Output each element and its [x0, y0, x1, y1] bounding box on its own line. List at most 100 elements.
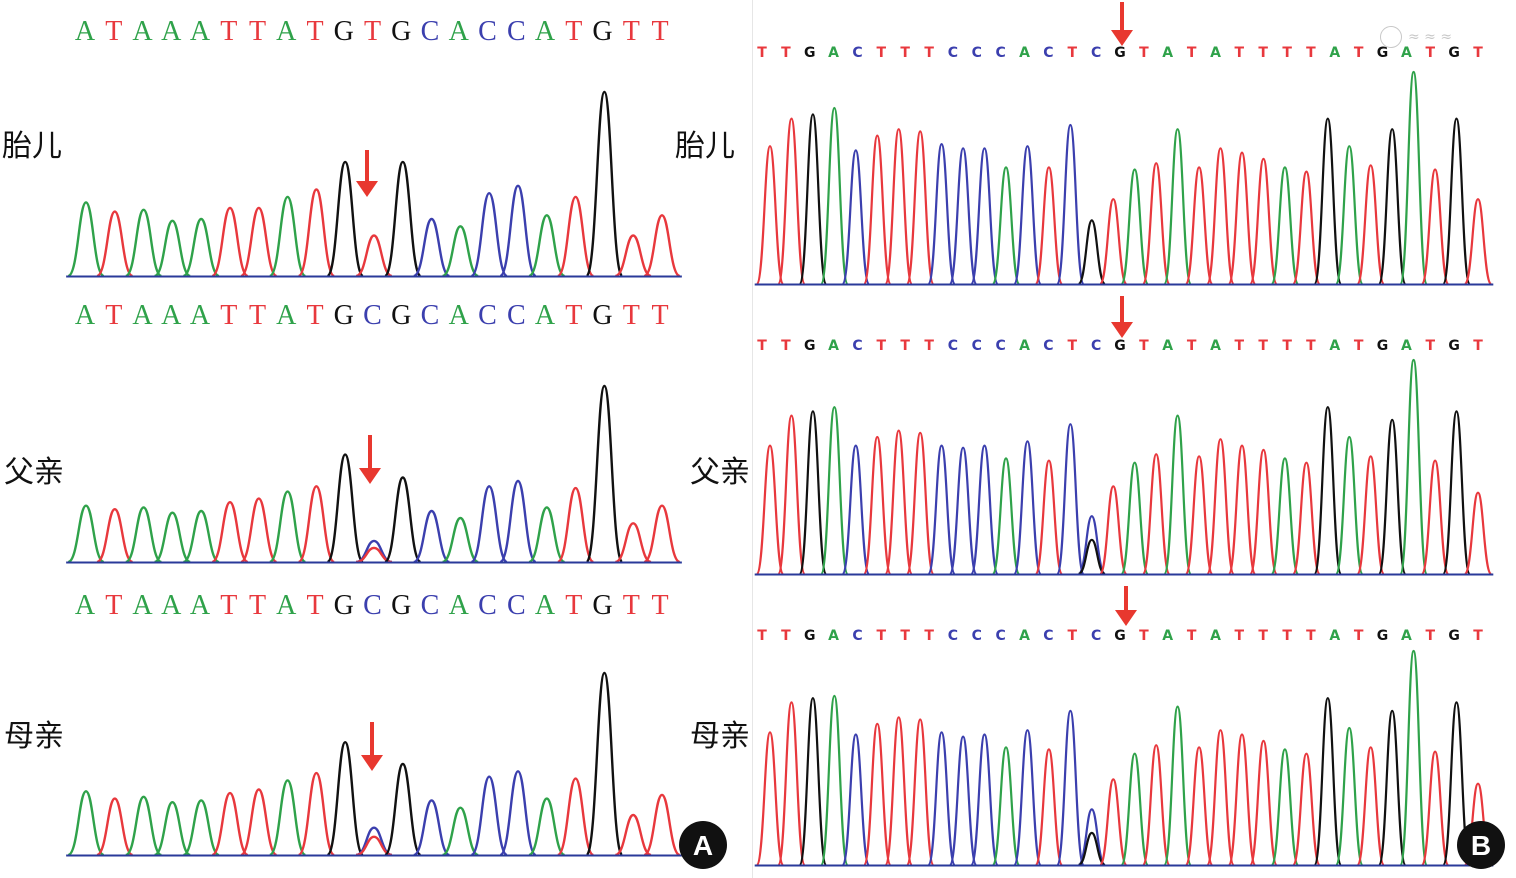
sequence-base: A [1401, 45, 1412, 61]
chromatogram-peak [1120, 752, 1150, 867]
sequence-base: T [1282, 45, 1292, 61]
sequence-base: T [1139, 338, 1149, 354]
sequence-base: G [391, 300, 411, 331]
track-2: 父亲A T A A A T T A T G C G C A C C A T G T T [4, 300, 682, 564]
sequence-base: A [276, 590, 297, 621]
chromatogram-peak [1463, 198, 1493, 286]
chromatogram-secondary-peak [355, 546, 393, 564]
sequence-base: A [1019, 338, 1030, 354]
chromatogram-peak [948, 446, 978, 576]
chromatogram-peak [297, 771, 336, 857]
sequence-base: T [924, 338, 934, 354]
chromatogram-peak [1377, 709, 1407, 867]
variant-arrow-icon [1111, 30, 1133, 46]
sequence-base: C [948, 628, 958, 644]
variant-arrow-icon [1115, 610, 1137, 626]
sequence-base: G [804, 628, 816, 644]
sequence-base: T [1282, 338, 1292, 354]
chromatogram-peak [1227, 733, 1257, 867]
sequence-base: A [1162, 628, 1173, 644]
sequence-base: T [623, 16, 640, 47]
sequence-base: G [804, 45, 816, 61]
sequence-base: A [161, 590, 182, 621]
sequence-base: T [757, 628, 767, 644]
chromatogram-peak [841, 733, 871, 867]
sequence-base: G [592, 16, 612, 47]
sequence-base: A [1019, 628, 1030, 644]
sequence-base: A [75, 590, 96, 621]
chromatogram-peak [798, 410, 828, 576]
sequence-base: T [900, 628, 910, 644]
sequence-base: C [996, 628, 1006, 644]
chromatogram-peak [884, 128, 914, 286]
sequence-base: C [948, 338, 958, 354]
chromatogram-peak [153, 511, 191, 564]
sequence-base: T [1306, 45, 1316, 61]
chromatogram-peak [1292, 752, 1321, 867]
sequence-base: A [1162, 45, 1173, 61]
chromatogram-peak [1077, 219, 1107, 286]
chromatogram-peak [1056, 423, 1085, 576]
chromatogram-peak [269, 490, 307, 564]
chromatogram-peak [1163, 128, 1192, 286]
chromatogram-peak [1098, 198, 1128, 286]
panel-badge: A [679, 821, 727, 869]
sequence-base: A [828, 338, 839, 354]
sequence-base: T [924, 628, 934, 644]
sequence-base: T [1068, 338, 1078, 354]
sequence-base: T [249, 590, 266, 621]
chromatogram-peak [556, 777, 595, 857]
chromatogram-peak [1034, 166, 1064, 286]
sequence-base: C [421, 300, 440, 331]
sequence-base: T [877, 338, 887, 354]
chromatogram-peak [1120, 168, 1150, 286]
sequence-base: T [1258, 45, 1268, 61]
sequence-base: G [334, 590, 354, 621]
chromatogram-peak [1163, 705, 1192, 867]
chromatogram-peak [777, 701, 806, 867]
chromatogram-peak [1442, 117, 1471, 286]
sequence-base: C [996, 338, 1006, 354]
chromatogram-peak [326, 160, 365, 278]
sequence-base: T [1306, 628, 1316, 644]
sequence-base: G [1448, 338, 1460, 354]
chromatogram-peak [1013, 729, 1042, 867]
chromatogram-peak [1163, 414, 1192, 576]
chromatogram-peak [556, 195, 595, 278]
variant-arrow-icon [359, 468, 381, 484]
chromatogram-peak [1442, 410, 1471, 576]
sequence-base: A [535, 300, 556, 331]
sequence-base: A [190, 300, 211, 331]
journal-seal-icon [1380, 26, 1402, 48]
sequence-base: A [132, 300, 153, 331]
sequence-base: T [1354, 45, 1364, 61]
sequence-base: A [1210, 45, 1221, 61]
chromatogram-peak [1313, 405, 1343, 576]
chromatogram-peak [1184, 746, 1214, 867]
journal-watermark: ≈ ≈ ≈ [1380, 24, 1500, 50]
sequence-base: T [105, 16, 122, 47]
sample-label: 胎儿 [2, 129, 62, 164]
chromatogram-peak [182, 217, 220, 278]
chromatogram-peak [862, 435, 892, 576]
chromatogram-peak [1206, 729, 1235, 867]
chromatogram-peak [528, 214, 566, 278]
chromatogram-peak [470, 485, 509, 564]
sequence-base: C [478, 590, 497, 621]
chromatogram-peak [755, 444, 785, 576]
chromatogram-peak [927, 142, 956, 286]
sequence-base: C [1043, 628, 1053, 644]
chromatogram-peak [820, 106, 849, 286]
sequence-base: T [1473, 628, 1483, 644]
chromatogram-peak [614, 234, 652, 278]
chromatogram-peak [820, 694, 849, 867]
chromatogram-peak [1399, 358, 1428, 576]
chromatogram-peak [798, 113, 828, 286]
sequence-base: A [1210, 628, 1221, 644]
chromatogram-peak [970, 444, 999, 576]
chromatogram-peak [498, 184, 538, 278]
chromatogram-peak [905, 718, 935, 867]
chromatogram-peak [1313, 117, 1343, 286]
chromatogram-peak [1334, 435, 1364, 576]
sequence-base: T [900, 338, 910, 354]
